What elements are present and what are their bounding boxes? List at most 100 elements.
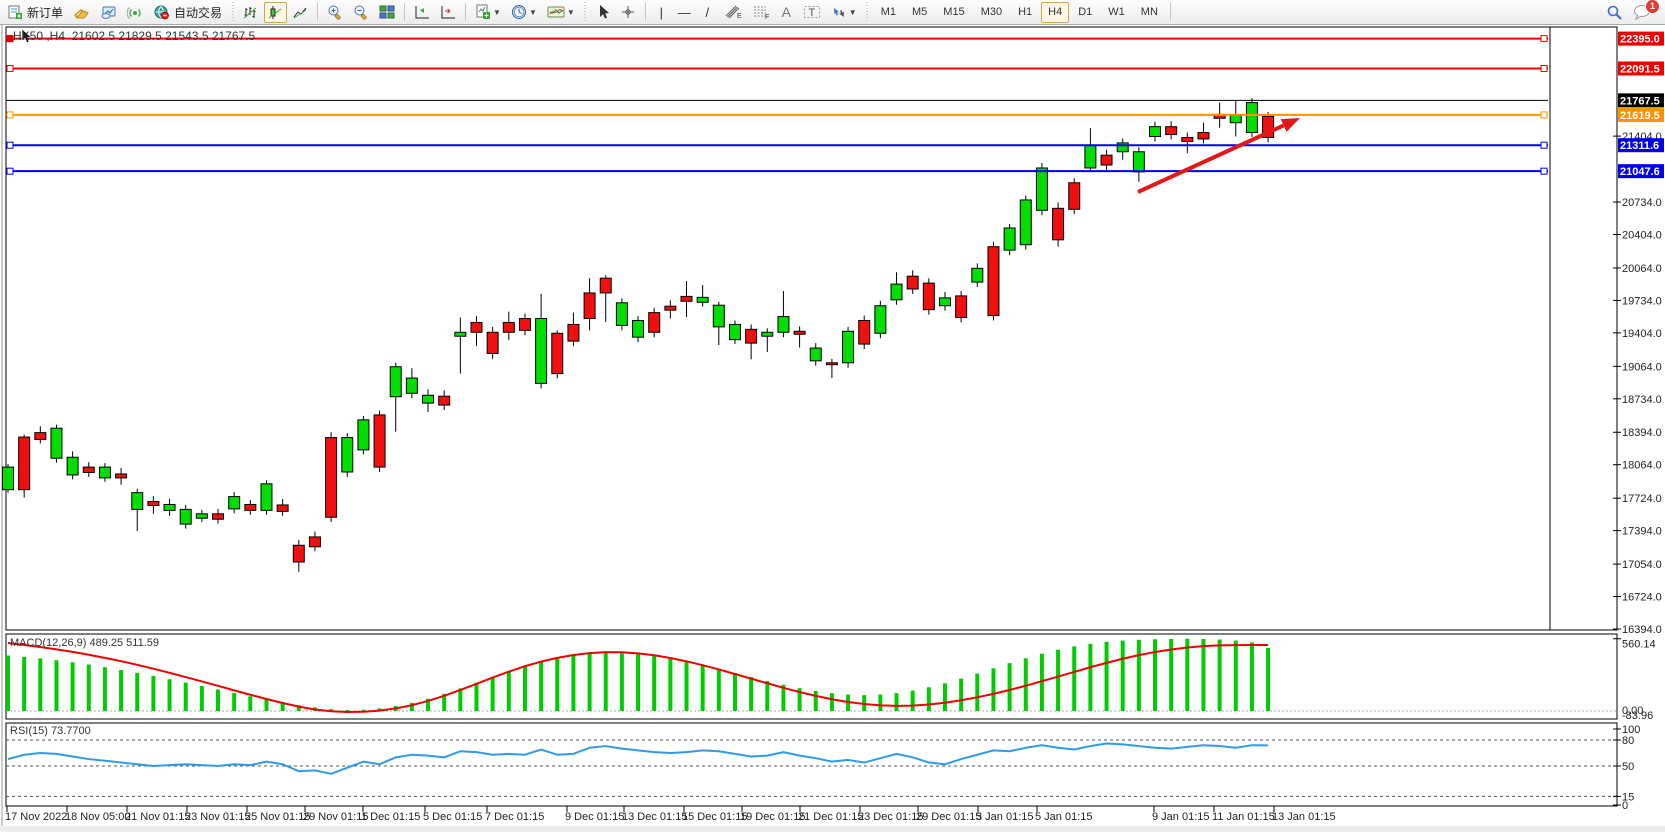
candlestick-mode-button[interactable] [264, 1, 288, 23]
candle-body [163, 503, 176, 511]
timeframe-h1-button[interactable]: H1 [1018, 6, 1033, 18]
new-order-icon [8, 5, 22, 19]
toolbar-separator [317, 3, 319, 21]
timeframe-m5-button[interactable]: M5 [912, 6, 928, 18]
price-level-badge [1618, 93, 1664, 108]
macd-histogram-bar [296, 705, 301, 711]
timeframe-m15-button[interactable]: M15 [943, 6, 965, 18]
date-label: 29 Dec 01:15 [916, 811, 981, 823]
trend-arrow-head[interactable] [1280, 118, 1300, 132]
trend-arrow[interactable] [1137, 123, 1285, 194]
signals-button[interactable] [123, 2, 147, 23]
line-handle[interactable] [1540, 111, 1548, 119]
search-button[interactable] [1602, 2, 1627, 23]
candle-body [1132, 151, 1145, 173]
fibonacci-tool-button[interactable]: F [748, 2, 774, 23]
toolbar-separator [1169, 3, 1171, 21]
candle-body [648, 312, 661, 333]
macd-histogram-bar [329, 709, 334, 711]
macd-histogram-bar [797, 688, 802, 711]
date-label: 11 Jan 01:15 [1212, 811, 1275, 823]
macd-histogram-bar [458, 688, 463, 711]
macd-histogram-bar [652, 656, 657, 711]
macd-histogram-bar [1072, 646, 1077, 711]
candle-body [34, 432, 47, 441]
horizontal-line-icon: — [677, 4, 691, 20]
macd-histogram-bar [183, 682, 188, 711]
trendline-tool-button[interactable]: / [697, 2, 718, 23]
data-window-button[interactable] [96, 2, 121, 23]
date-label: 29 Nov 01:15 [303, 811, 368, 823]
price-level-badge [1618, 164, 1664, 179]
macd-histogram-bar [232, 692, 237, 711]
candle-body [244, 503, 257, 511]
line-handle[interactable] [6, 167, 14, 175]
cursor-tool-button[interactable] [592, 2, 614, 23]
zoom-out-button[interactable] [349, 2, 373, 23]
mouse-cursor-icon [21, 28, 32, 44]
macd-histogram-bar [1120, 640, 1125, 711]
line-chart-icon [293, 7, 307, 18]
macd-histogram-bar [135, 672, 140, 711]
vline-tool-button[interactable]: | [651, 2, 672, 23]
macd-histogram-bar [684, 661, 689, 711]
rsi-axis-label: 50 [1622, 761, 1634, 773]
timeframe-d1-button[interactable]: D1 [1078, 6, 1093, 18]
candle-body [874, 305, 887, 334]
line-handle[interactable] [6, 111, 14, 119]
tile-windows-button[interactable] [375, 2, 399, 23]
chart-shift-icon [415, 5, 430, 18]
periods-button[interactable]: ▼ [507, 2, 541, 23]
macd-histogram-bar [522, 666, 527, 711]
candle-body [922, 282, 935, 311]
candle-body [454, 331, 467, 337]
candle-body [696, 296, 709, 303]
line-handle[interactable] [6, 35, 13, 43]
date-label: 5 Dec 01:15 [423, 811, 482, 823]
rsi-axis-label: 100 [1622, 724, 1640, 736]
indicators-button[interactable]: ▼ [471, 2, 505, 23]
text-tool-button[interactable]: A [776, 2, 797, 23]
zoom-out-icon [354, 5, 367, 20]
candle-body [1003, 227, 1016, 251]
fibonacci-icon: F [753, 6, 769, 20]
price-level-badge [1618, 31, 1664, 46]
bar-chart-mode-button[interactable] [239, 2, 262, 23]
macd-histogram-bar [474, 682, 479, 711]
search-icon [1607, 5, 1622, 20]
new-order-button[interactable]: 新订单 [3, 2, 67, 23]
macd-histogram-bar [216, 689, 221, 711]
arrows-tool-button[interactable]: ▼ [827, 2, 861, 23]
timeframe-m1-button[interactable]: M1 [880, 6, 896, 18]
zoom-in-button[interactable] [323, 2, 347, 23]
line-handle[interactable] [6, 64, 14, 72]
label-tool-button[interactable]: T [799, 2, 825, 23]
auto-scroll-button[interactable] [436, 2, 460, 23]
line-handle[interactable] [1540, 167, 1548, 175]
macd-histogram-bar [1233, 640, 1238, 711]
line-handle[interactable] [6, 141, 14, 149]
line-handle[interactable] [1540, 64, 1548, 72]
macd-axis-top-label: 560.14 [1622, 639, 1656, 651]
timeframe-mn-button[interactable]: MN [1140, 6, 1158, 18]
channel-tool-button[interactable]: E [720, 2, 746, 23]
templates-button[interactable]: ▼ [543, 2, 579, 23]
macd-histogram-bar [668, 658, 673, 711]
hline-tool-button[interactable]: — [674, 2, 695, 23]
macd-histogram-bar [1136, 639, 1141, 711]
timeframe-h4-button[interactable]: H4 [1041, 1, 1070, 23]
line-handle[interactable] [1540, 141, 1548, 149]
price-tick-label: 19734.0 [1622, 295, 1662, 307]
chat-button[interactable]: 1 [1629, 0, 1660, 23]
crosshair-tool-button[interactable] [616, 2, 640, 23]
line-handle[interactable] [1540, 35, 1548, 43]
market-watch-button[interactable] [69, 2, 94, 23]
timeframe-w1-button[interactable]: W1 [1108, 6, 1125, 18]
date-label: 5 Jan 01:15 [1035, 811, 1093, 823]
macd-histogram-bar [926, 687, 931, 711]
algo-trading-button[interactable]: 自动交易 [149, 2, 226, 23]
timeframe-m30-button[interactable]: M30 [980, 6, 1003, 18]
line-chart-mode-button[interactable] [289, 2, 312, 23]
chart-shift-button[interactable] [410, 2, 434, 23]
